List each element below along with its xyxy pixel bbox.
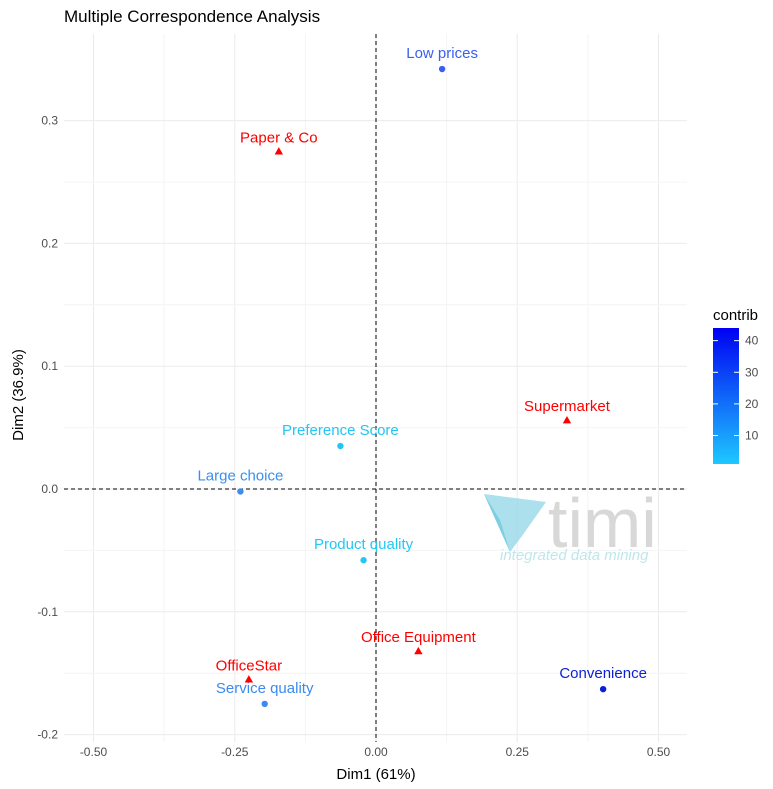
color-legend: contrib 10 20 30 40 <box>713 307 759 464</box>
x-tick-label: 0.25 <box>506 745 530 759</box>
y-tick-label: -0.2 <box>37 728 58 742</box>
x-tick-label: -0.25 <box>221 745 249 759</box>
legend-tick-label: 10 <box>745 429 759 443</box>
point-label: Product quality <box>314 536 414 553</box>
point-marker <box>438 65 446 73</box>
x-axis-title: Dim1 (61%) <box>336 766 415 783</box>
x-tick-label: 0.50 <box>647 745 671 759</box>
axis-ticks: -0.50 -0.25 0.00 0.25 0.50 -0.2 -0.1 0.0 0.1 0.2 0… <box>37 114 670 759</box>
legend-tick-label: 20 <box>745 397 759 411</box>
timi-watermark: timi integrated data mining <box>484 484 657 564</box>
supplementary-point-label: OfficeStar <box>216 657 282 674</box>
point-marker <box>337 442 344 450</box>
watermark-tagline: integrated data mining <box>500 547 649 564</box>
y-axis-title: Dim2 (36.9%) <box>10 349 27 441</box>
chart-title: Multiple Correspondence Analysis <box>64 7 320 26</box>
supplementary-point-label: Office Equipment <box>361 629 477 646</box>
point-marker <box>360 557 367 564</box>
point-marker <box>599 685 607 693</box>
data-points: Low prices Preference Score Large choice Pr… <box>197 45 647 708</box>
legend-title: contrib <box>713 307 758 324</box>
point-label: Convenience <box>559 665 647 682</box>
point-label: Preference Score <box>282 422 399 439</box>
point-label: Low prices <box>406 45 478 62</box>
timi-logo-icon <box>484 494 546 552</box>
supplementary-point-marker <box>244 675 254 683</box>
legend-ticks: 10 20 30 40 <box>713 334 759 443</box>
y-tick-label: 0.0 <box>41 482 58 496</box>
x-tick-label: 0.00 <box>364 745 388 759</box>
watermark-logo-text: timi <box>548 484 657 562</box>
point-label: Large choice <box>197 467 283 484</box>
y-tick-label: 0.3 <box>41 114 58 128</box>
y-tick-label: 0.2 <box>41 236 58 250</box>
reference-lines <box>64 34 687 742</box>
legend-tick-label: 40 <box>745 334 759 348</box>
supplementary-point-marker <box>414 646 423 655</box>
point-label: Service quality <box>216 680 314 697</box>
point-marker <box>261 700 268 708</box>
supplementary-point-label: Paper & Co <box>240 129 318 146</box>
supplementary-point-marker <box>562 416 572 424</box>
x-tick-label: -0.50 <box>80 745 108 759</box>
legend-tick-label: 30 <box>745 365 759 379</box>
supplementary-point-label: Supermarket <box>524 398 611 415</box>
timi-logo-icon-shade <box>484 494 510 552</box>
y-tick-label: -0.1 <box>37 605 58 619</box>
supplementary-point-marker <box>274 147 284 155</box>
y-tick-label: 0.1 <box>41 359 58 373</box>
legend-colorbar <box>713 328 739 464</box>
point-marker <box>237 488 244 495</box>
